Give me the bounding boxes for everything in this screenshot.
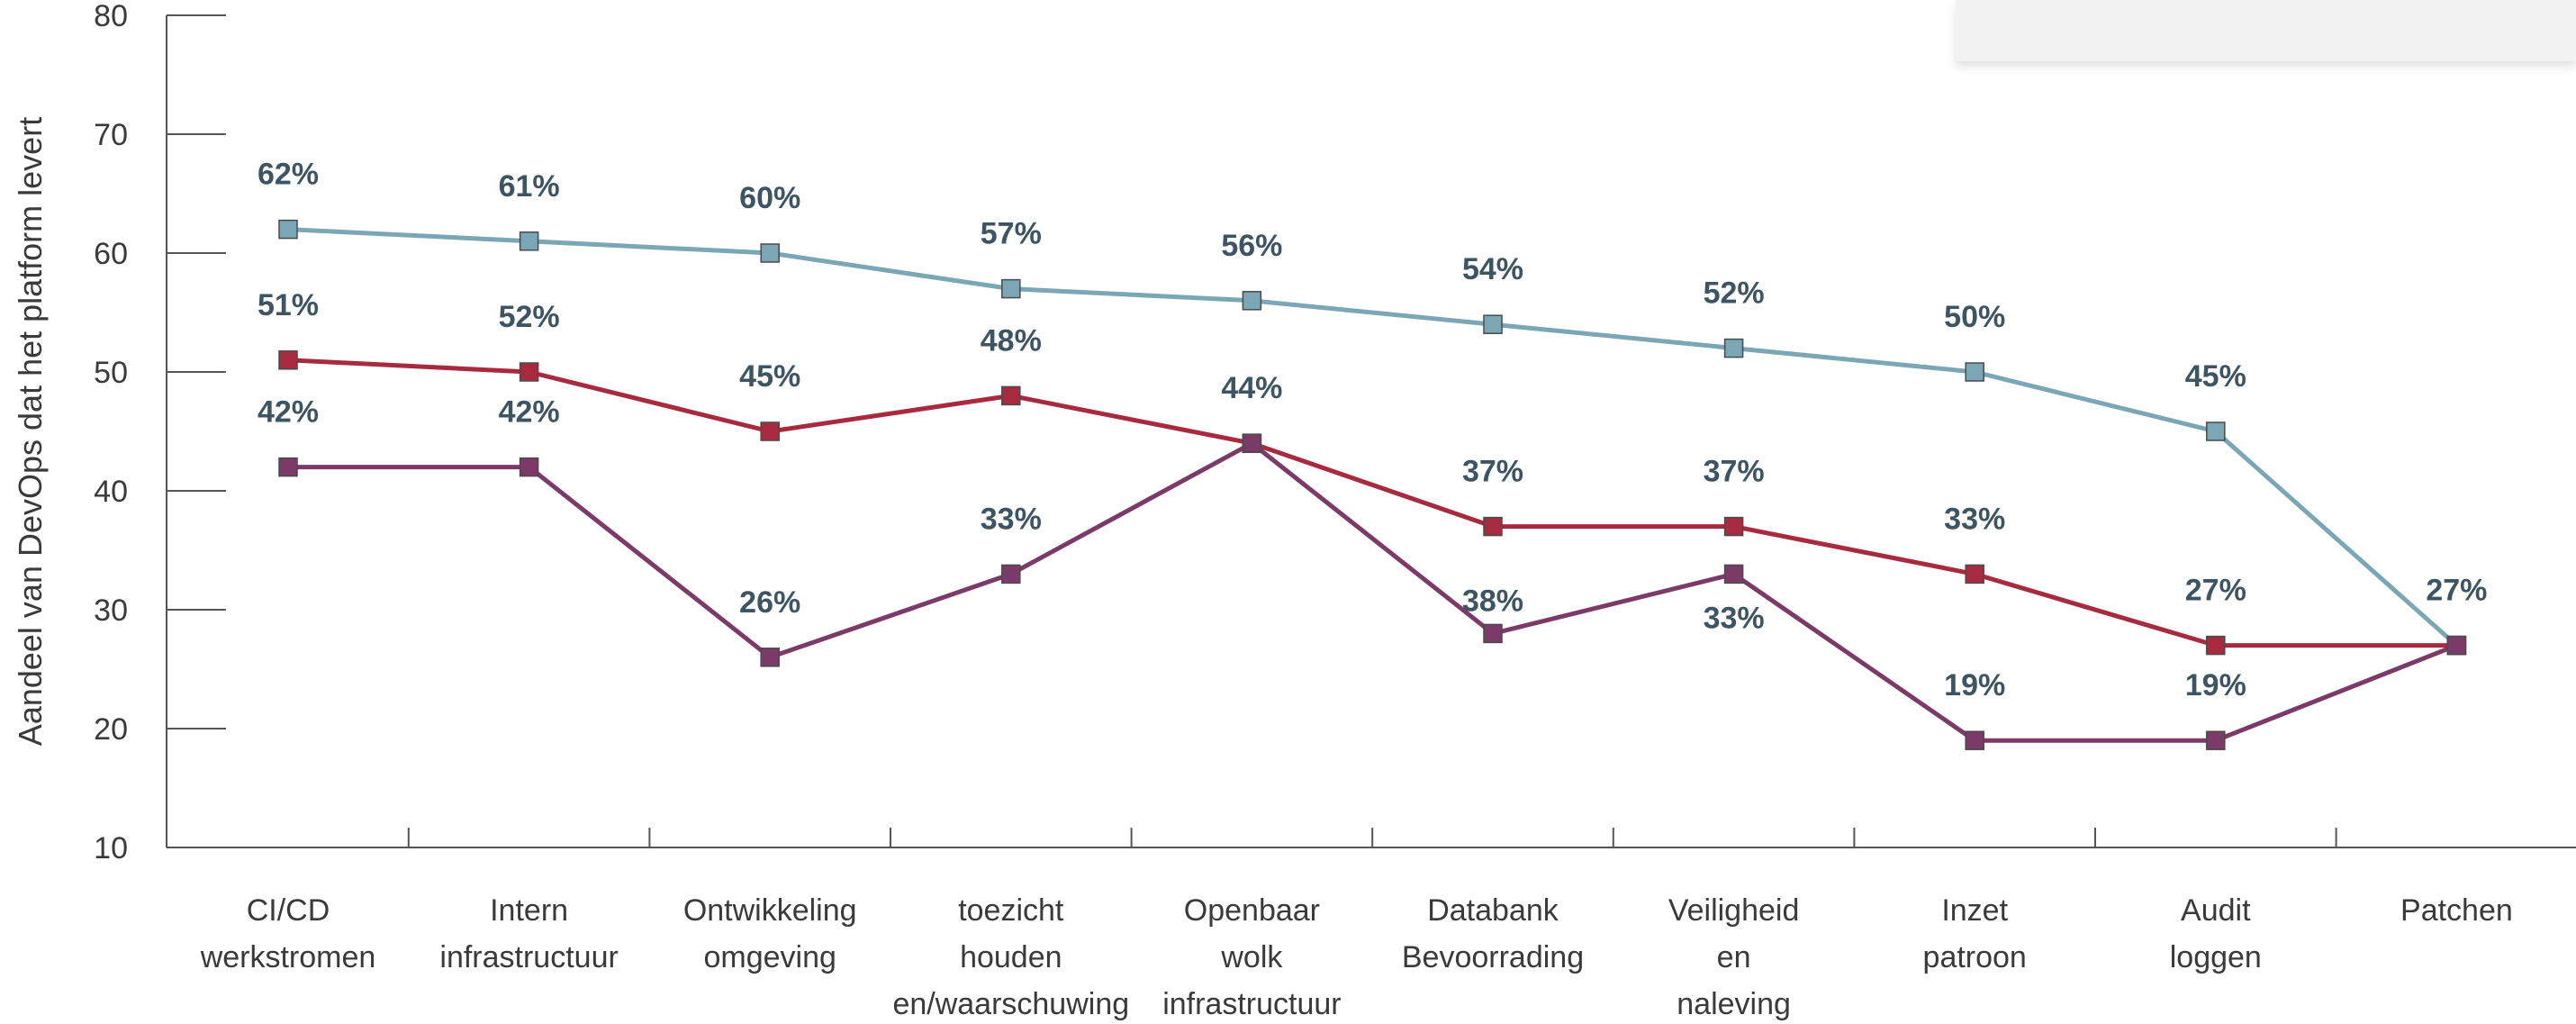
series-3-point [519,457,539,477]
x-tick-label: CI/CD werkstromen [200,893,376,974]
y-tick-label: 10 [94,831,128,865]
x-tick-label: Databank Bevoorrading [1402,893,1584,974]
data-label: 57% [981,217,1042,251]
series-2-point [760,421,780,441]
series-2-point [1001,385,1021,406]
data-label: 52% [1704,276,1765,311]
data-label: 45% [739,359,800,394]
x-tick-label: Ontwikkeling omgeving [683,893,857,974]
data-label: 37% [1704,455,1765,489]
data-label: 33% [981,502,1042,536]
y-axis-title: Aandeel van DevOps dat het platform leve… [12,117,49,746]
data-label: 19% [2185,668,2246,702]
data-label: 44% [1221,371,1282,405]
axes: 10 20 30 40 50 60 70 80 CI/CD werkstromen Intern in… [94,0,2576,1021]
series-1-point [519,231,539,251]
series-3-point [1965,730,1984,750]
data-label: 52% [499,300,560,334]
data-label: 27% [2426,574,2487,608]
data-label: 56% [1221,229,1282,263]
series-2-point [1723,516,1744,537]
data-label: 33% [1944,502,2005,536]
data-label: 62% [258,158,319,192]
series-1-point [278,219,298,240]
series-3-point [1483,623,1503,644]
y-tick-label: 50 [94,356,128,390]
series-3-point [2446,635,2467,656]
data-label: 50% [1944,300,2005,334]
data-label: 42% [499,395,560,430]
series-1-point [1242,291,1262,311]
data-label: 61% [499,169,560,204]
data-label: 45% [2185,359,2246,394]
series-2-point [1965,564,1984,584]
series-2-point [2206,635,2226,656]
data-label: 48% [981,323,1042,358]
series-line-3 [288,440,2458,743]
series-3-point [278,457,298,477]
data-label: 54% [1462,252,1523,286]
data-labels: 62% 61% 60% 57% 56% 54% 52% 50% 45% 27% 51% 52% 45% 4… [258,158,2487,703]
series-2-point [1483,516,1503,537]
data-label: 27% [2185,574,2246,608]
x-tick-label: Inzet patroon [1923,893,2027,974]
data-label: 37% [1462,455,1523,489]
series-2-point [278,350,298,370]
series-3-point [1723,564,1744,584]
x-tick-label: Intern infrastructuur [439,893,618,974]
legend-panel [1956,0,2576,61]
series-1-point [2206,421,2226,441]
y-tick-label: 30 [94,594,128,628]
x-tick-label: Veiligheid en naleving [1668,893,1800,1021]
series-1-point [1483,314,1503,334]
series-3-point [1001,564,1021,584]
data-label: 42% [258,395,319,430]
data-label: 60% [739,181,800,215]
series-1-point [1965,362,1984,382]
x-tick-label: toezicht houden en/waarschuwing [892,893,1129,1021]
data-label: 33% [1704,601,1765,635]
series-1-point [760,243,780,263]
series-1-point [1723,338,1744,358]
data-label: 38% [1462,584,1523,618]
y-tick-label: 20 [94,712,128,747]
y-tick-label: 40 [94,475,128,509]
series-line-1 [287,227,2459,648]
series-3-point [1242,433,1262,453]
series-layer [278,219,2467,750]
series-1-point [1001,278,1021,299]
series-2-point [519,362,539,382]
data-label: 51% [258,288,319,322]
data-label: 26% [739,585,800,620]
y-tick-label: 70 [94,118,128,152]
series-line-2 [287,358,2457,648]
y-tick-label: 80 [94,0,128,33]
data-label: 19% [1944,668,2005,702]
series-3-point [2206,730,2226,750]
x-tick-label: Audit loggen [2170,893,2262,974]
x-tick-label: Openbaar wolk infrastructuur [1162,893,1341,1021]
x-tick-label: Patchen [2400,893,2513,928]
series-3-point [760,648,780,667]
y-tick-label: 60 [94,237,128,271]
